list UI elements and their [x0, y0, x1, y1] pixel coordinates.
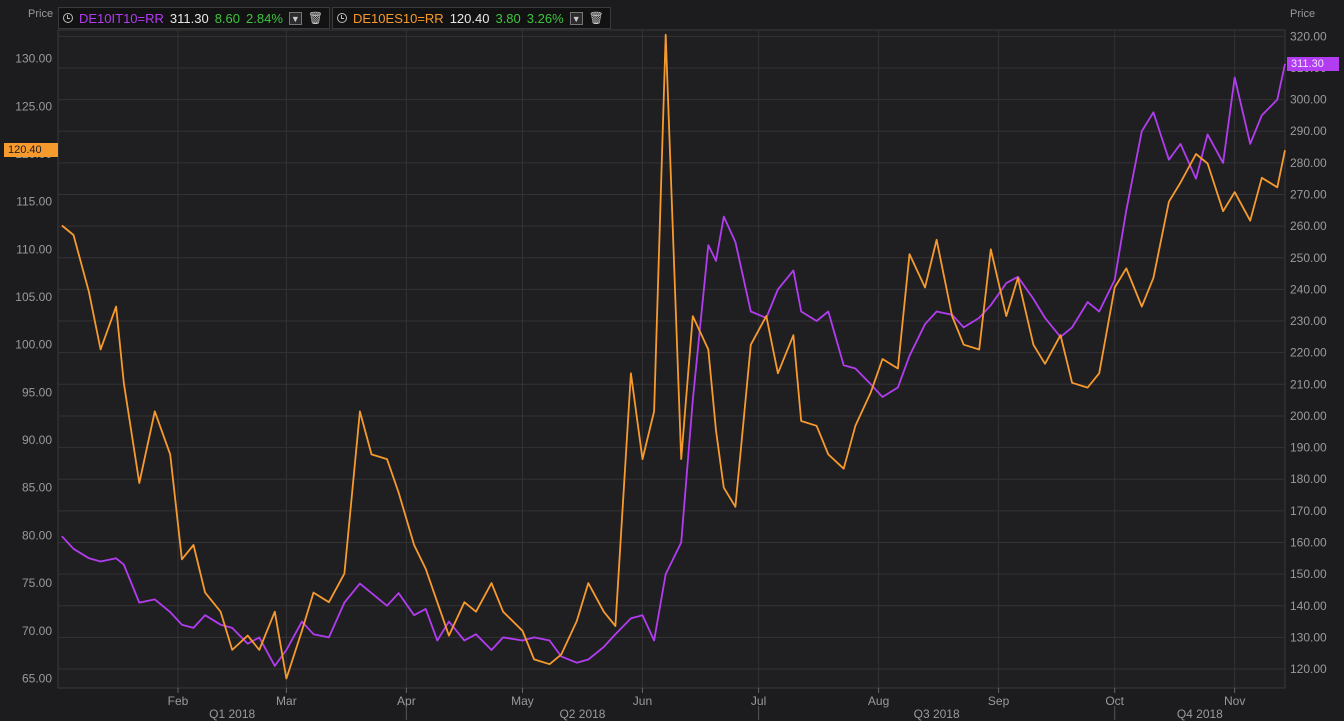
x-axis-quarter-label: Q4 2018 — [1177, 707, 1223, 721]
right-axis-tick-label: 210.00 — [1290, 377, 1327, 391]
left-axis-tick-label: 130.00 — [15, 52, 52, 66]
right-axis-tick-label: 300.00 — [1290, 93, 1327, 107]
left-axis-tick-label: 110.00 — [16, 242, 52, 256]
left-last-price-tag: 120.40 — [4, 143, 58, 158]
plot-area — [57, 29, 1286, 689]
left-axis-tick-label: 70.00 — [22, 624, 52, 638]
right-axis-tick-label: 160.00 — [1290, 535, 1327, 549]
trash-icon[interactable]: 🗑 — [588, 11, 604, 25]
left-axis-tick-label: 115.00 — [16, 195, 52, 209]
left-axis-tick-label: 95.00 — [22, 385, 52, 399]
chevron-down-icon[interactable]: ▼ — [288, 11, 302, 25]
legend-item-series-2[interactable]: DE10ES10=RR 120.40 3.80 3.26% ▼ 🗑 — [332, 7, 611, 29]
x-axis-month-label: Feb — [168, 694, 189, 708]
series-line-1 — [61, 63, 1286, 667]
right-axis-tick-label: 290.00 — [1290, 124, 1327, 138]
left-axis-tick-label: 75.00 — [22, 576, 52, 590]
right-axis-tick-label: 150.00 — [1290, 567, 1327, 581]
trash-icon[interactable]: 🗑 — [307, 11, 324, 25]
right-axis-tick-label: 130.00 — [1290, 630, 1327, 644]
x-axis-quarter-label: Q3 2018 — [914, 707, 960, 721]
right-axis-tick-label: 200.00 — [1290, 409, 1327, 423]
x-axis-month-label: May — [511, 694, 534, 708]
legend-series-price: 311.30 — [169, 10, 209, 26]
right-last-price-tag: 311.30 — [1287, 56, 1339, 71]
legend-series-pct: 3.26% — [526, 10, 564, 26]
right-axis-tick-label: 270.00 — [1290, 188, 1327, 202]
x-axis-month-label: Aug — [868, 694, 889, 708]
left-axis-tick-label: 85.00 — [22, 481, 52, 495]
right-axis-tick-label: 230.00 — [1290, 314, 1327, 328]
series-line-2 — [61, 33, 1286, 680]
right-axis-tick-label: 260.00 — [1290, 219, 1327, 233]
legend-series-name[interactable]: DE10ES10=RR — [353, 10, 444, 26]
right-axis-tick-label: 190.00 — [1290, 441, 1327, 455]
x-axis-month-label: Jul — [751, 694, 766, 708]
x-axis-quarter-label: Q2 2018 — [559, 707, 605, 721]
x-axis-month-label: Jun — [633, 694, 652, 708]
legend-series-price: 120.40 — [449, 10, 490, 26]
right-axis-tick-label: 320.00 — [1290, 29, 1327, 43]
right-axis-title: Price — [1290, 8, 1316, 20]
legend-series-pct: 2.84% — [246, 10, 283, 26]
x-axis-month-label: Oct — [1105, 694, 1124, 708]
chevron-down-icon[interactable]: ▼ — [569, 11, 583, 25]
x-axis-month-label: Sep — [988, 694, 1010, 708]
right-axis-tick-label: 180.00 — [1290, 472, 1327, 486]
left-axis-tick-label: 105.00 — [15, 290, 52, 304]
left-axis-tick-label: 90.00 — [22, 433, 52, 447]
right-axis-tick-label: 250.00 — [1290, 251, 1327, 265]
left-axis-tick-label: 125.00 — [15, 99, 52, 113]
right-axis-tick-label: 280.00 — [1290, 156, 1327, 170]
legend-series-name[interactable]: DE10IT10=RR — [79, 10, 164, 26]
clock-icon — [63, 13, 73, 23]
x-axis-month-label: Apr — [397, 694, 416, 708]
x-axis-month-label: Nov — [1224, 694, 1245, 708]
left-axis-tick-label: 65.00 — [22, 671, 52, 685]
legend-series-change: 8.60 — [214, 10, 241, 26]
left-axis-title: Price — [28, 8, 54, 20]
right-axis-tick-label: 240.00 — [1290, 282, 1327, 296]
right-axis-tick-label: 170.00 — [1290, 504, 1327, 518]
left-axis-tick-label: 100.00 — [15, 338, 52, 352]
legend-item-series-1[interactable]: DE10IT10=RR 311.30 8.60 2.84% ▼ 🗑 — [58, 7, 331, 29]
right-axis-tick-label: 120.00 — [1290, 662, 1327, 676]
right-axis-tick-label: 140.00 — [1290, 599, 1327, 613]
clock-icon — [337, 13, 347, 23]
left-axis-tick-label: 80.00 — [22, 528, 52, 542]
x-axis-quarter-label: Q1 2018 — [209, 707, 255, 721]
legend-series-change: 3.80 — [495, 10, 521, 26]
x-axis-month-label: Mar — [276, 694, 297, 708]
right-axis-tick-label: 220.00 — [1290, 346, 1327, 360]
